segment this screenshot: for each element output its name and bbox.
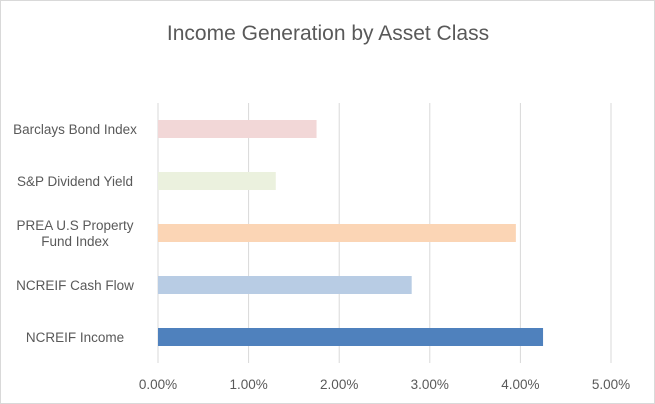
bars [158, 120, 544, 346]
x-tick-label: 4.00% [501, 377, 539, 392]
bar-1 [158, 120, 317, 138]
category-labels: Barclays Bond Index S&P Dividend Yield PRE… [13, 122, 137, 345]
category-label: NCREIF Income [26, 330, 124, 345]
x-tick-label: 0.00% [139, 377, 177, 392]
category-label-line: S&P Dividend Yield [17, 174, 133, 189]
x-tick-label: 5.00% [592, 377, 630, 392]
bar-5 [158, 328, 544, 346]
x-tick-label: 1.00% [229, 377, 267, 392]
category-label: NCREIF Cash Flow [16, 278, 134, 293]
chart-title: Income Generation by Asset Class [167, 22, 489, 45]
x-tick-label: 2.00% [320, 377, 358, 392]
category-label-line: NCREIF Income [26, 330, 124, 345]
category-label-line: NCREIF Cash Flow [16, 278, 134, 293]
bar-3 [158, 224, 516, 242]
category-label-line: Barclays Bond Index [13, 122, 137, 137]
category-label-line: Fund Index [41, 234, 109, 249]
bar-4 [158, 276, 412, 294]
x-axis-tick-labels: 0.00% 1.00% 2.00% 3.00% 4.00% 5.00% [139, 377, 630, 392]
x-tick-label: 3.00% [411, 377, 449, 392]
bar-2 [158, 172, 276, 190]
category-label-line: PREA U.S Property [16, 218, 133, 233]
category-label: PREA U.S Property Fund Index [16, 218, 133, 249]
category-label: S&P Dividend Yield [17, 174, 133, 189]
category-label: Barclays Bond Index [13, 122, 137, 137]
